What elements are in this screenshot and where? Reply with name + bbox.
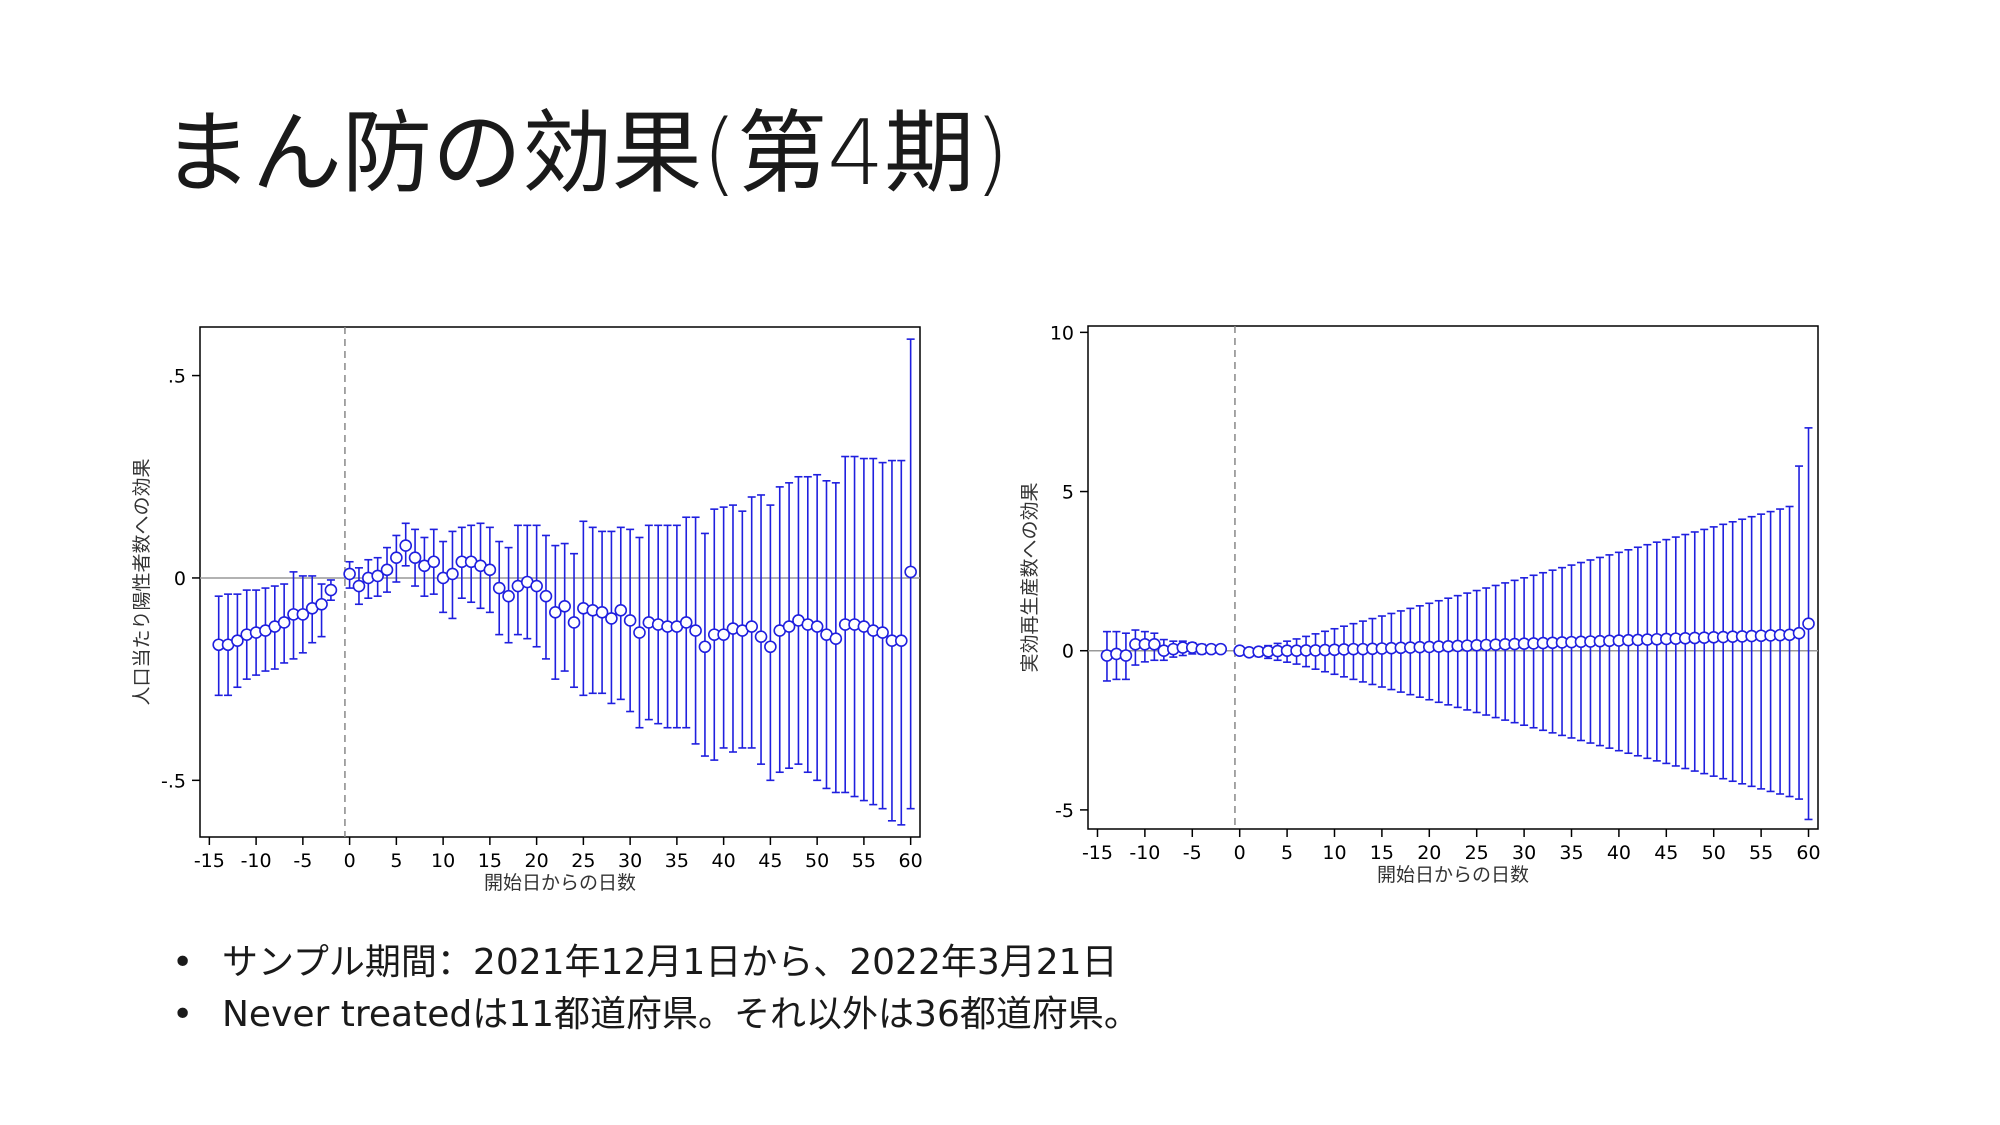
- estimate-point: [296, 608, 310, 621]
- estimate-point: [1214, 642, 1228, 656]
- x-axis-label: 開始日からの日数: [484, 872, 636, 894]
- chart-left-svg: -15 -10 -5 0 5 10 15 20 25 30 35 40 45 50 55 60 -.5 0 .5 開始…: [131, 326, 923, 894]
- x-tick-label: 5: [390, 850, 402, 872]
- estimate-point: [1119, 649, 1133, 662]
- chart-positive-cases-effect: -15 -10 -5 0 5 10 15 20 25 30 35 40 45 50 55 60 -.5 0 .5 開始…: [120, 300, 940, 910]
- estimate-point: [894, 634, 908, 647]
- x-tick-label: -15: [1082, 842, 1113, 864]
- x-tick-label: 45: [758, 850, 782, 872]
- x-tick-label: 60: [899, 850, 923, 872]
- estimate-point: [446, 567, 459, 581]
- x-tick-label: 30: [618, 850, 642, 872]
- estimate-point: [427, 555, 441, 569]
- estimate-point: [502, 589, 515, 603]
- estimate-point: [352, 579, 366, 593]
- note-sample-period: サンプル期間：2021年12月1日から、2022年3月21日: [172, 937, 1140, 989]
- estimate-point: [399, 539, 413, 552]
- estimate-point: [408, 551, 422, 565]
- x-tick-label: 35: [665, 850, 689, 872]
- estimate-point: [679, 616, 693, 629]
- x-tick-label: 45: [1654, 842, 1678, 864]
- estimate-point: [324, 583, 338, 597]
- estimate-point: [231, 634, 244, 647]
- estimate-point: [277, 616, 291, 629]
- estimate-point: [614, 604, 628, 617]
- x-tick-label: -10: [241, 850, 272, 872]
- x-tick-label: 20: [525, 850, 549, 872]
- y-tick-label: 0: [174, 568, 186, 590]
- x-axis-label: 開始日からの日数: [1377, 864, 1529, 886]
- x-tick-label: 15: [1370, 842, 1394, 864]
- estimate-point: [371, 569, 384, 583]
- x-tick-label: 55: [1749, 842, 1773, 864]
- estimate-point: [904, 565, 917, 579]
- x-tick-label: 40: [1607, 842, 1631, 864]
- estimate-point: [810, 620, 824, 633]
- estimate-point: [745, 620, 758, 633]
- x-tick-label: 10: [431, 850, 455, 872]
- estimate-point: [1148, 638, 1161, 651]
- x-tick-label: -5: [293, 850, 312, 872]
- plot-frame: [1087, 325, 1819, 830]
- estimate-point: [343, 567, 356, 581]
- x-tick-label: 30: [1512, 842, 1536, 864]
- estimate-point: [633, 626, 646, 639]
- x-tick-label: -10: [1129, 842, 1160, 864]
- x-tick-label: 50: [805, 850, 829, 872]
- estimate-point: [876, 626, 889, 639]
- x-tick-label: 55: [852, 850, 876, 872]
- estimate-point: [698, 640, 712, 654]
- x-tick-label: 50: [1702, 842, 1726, 864]
- estimate-point: [483, 563, 497, 577]
- estimate-point: [764, 640, 777, 654]
- estimate-point: [623, 614, 637, 627]
- x-tick-label: 60: [1796, 842, 1820, 864]
- y-tick-label: -5: [1055, 800, 1074, 822]
- slide-title: まん防の効果(第4期): [162, 101, 1010, 206]
- x-tick-label: 25: [571, 850, 595, 872]
- y-tick-label: 5: [1062, 482, 1074, 504]
- estimate-point: [782, 620, 796, 633]
- estimate-point: [717, 628, 730, 641]
- estimate-point: [595, 606, 609, 619]
- estimate-point: [390, 551, 403, 565]
- estimate-point: [567, 616, 581, 629]
- chart-right-svg: -15 -10 -5 0 5 10 15 20 25 30 35 40 45 50 55 60 -5 0 5 10 開始…: [1019, 322, 1821, 886]
- estimate-point: [380, 563, 394, 577]
- estimate-point: [1802, 617, 1815, 630]
- estimate-point: [539, 589, 553, 603]
- x-tick-label: -15: [194, 850, 225, 872]
- x-tick-label: 10: [1322, 842, 1346, 864]
- x-tick-label: 15: [478, 850, 502, 872]
- estimate-point: [829, 632, 843, 645]
- estimate-point: [315, 597, 328, 611]
- x-tick-label: 25: [1465, 842, 1489, 864]
- estimate-point: [605, 612, 618, 625]
- x-tick-label: 35: [1559, 842, 1583, 864]
- y-axis-label: 実効再生産数への効果: [1019, 482, 1041, 672]
- estimate-point: [754, 630, 768, 643]
- y-axis-label: 人口当たり陽性者数への効果: [131, 458, 153, 705]
- y-tick-label: .5: [168, 366, 186, 388]
- x-tick-label: 40: [712, 850, 736, 872]
- x-tick-label: 0: [1234, 842, 1246, 864]
- x-tick-label: 20: [1417, 842, 1441, 864]
- notes-list: サンプル期間：2021年12月1日から、2022年3月21日 Never tre…: [172, 937, 1140, 1041]
- x-tick-label: 5: [1281, 842, 1293, 864]
- x-tick-label: -5: [1183, 842, 1202, 864]
- y-tick-label: 10: [1050, 322, 1074, 344]
- y-tick-label: 0: [1062, 641, 1074, 663]
- estimate-point: [689, 624, 702, 637]
- estimate-point: [558, 599, 571, 613]
- x-tick-label: 0: [344, 850, 356, 872]
- note-never-treated: Never treatedは11都道府県。それ以外は36都道府県。: [172, 989, 1140, 1041]
- estimate-point: [1792, 626, 1806, 640]
- y-tick-label: -.5: [161, 770, 186, 792]
- chart-reproduction-number-effect: -15 -10 -5 0 5 10 15 20 25 30 35 40 45 50 55 60 -5 0 5 10 開始…: [1010, 300, 1850, 910]
- plot-frame: [199, 326, 921, 838]
- estimate-point: [530, 579, 543, 593]
- estimate-point: [492, 581, 506, 595]
- estimate-point: [549, 606, 562, 619]
